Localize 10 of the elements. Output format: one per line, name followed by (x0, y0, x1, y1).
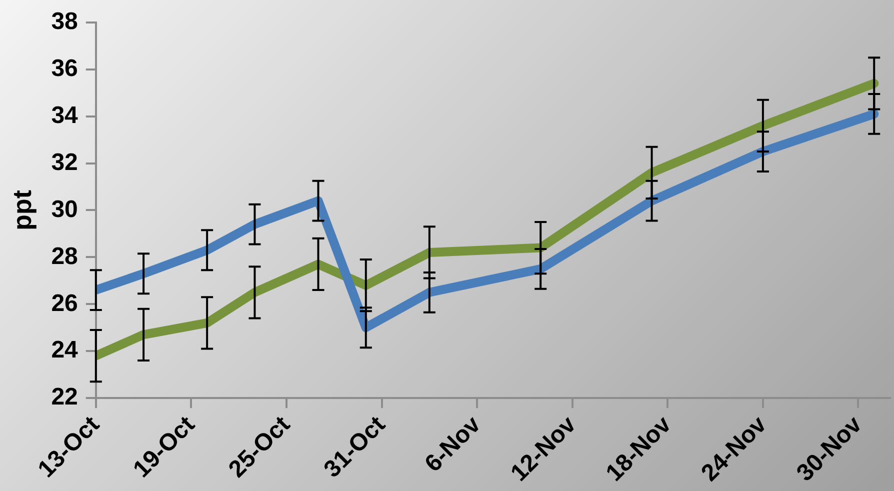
y-tick-label: 28 (51, 242, 78, 270)
y-tick-label: 22 (51, 384, 78, 411)
y-tick-label: 34 (51, 102, 79, 129)
y-tick-label: 24 (51, 336, 79, 364)
y-tick-label: 30 (51, 196, 78, 223)
y-tick-label: 36 (51, 54, 78, 82)
y-tick-label: 26 (51, 290, 78, 317)
y-tick-label: 38 (51, 8, 78, 36)
y-tick-label: 32 (51, 148, 78, 176)
y-axis-title: ppt (6, 190, 37, 230)
